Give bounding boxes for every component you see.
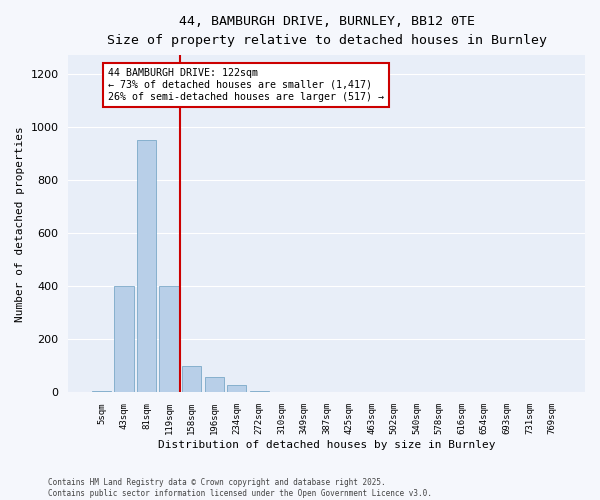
Bar: [160, 286, 179, 393]
Bar: [250, 391, 269, 392]
Bar: [227, 384, 246, 392]
Bar: [205, 376, 224, 392]
Bar: [182, 366, 201, 392]
Y-axis label: Number of detached properties: Number of detached properties: [15, 126, 25, 322]
Title: 44, BAMBURGH DRIVE, BURNLEY, BB12 0TE
Size of property relative to detached hous: 44, BAMBURGH DRIVE, BURNLEY, BB12 0TE Si…: [107, 15, 547, 47]
X-axis label: Distribution of detached houses by size in Burnley: Distribution of detached houses by size …: [158, 440, 496, 450]
Bar: [137, 140, 156, 392]
Bar: [92, 391, 111, 392]
Text: 44 BAMBURGH DRIVE: 122sqm
← 73% of detached houses are smaller (1,417)
26% of se: 44 BAMBURGH DRIVE: 122sqm ← 73% of detac…: [108, 68, 384, 102]
Bar: [115, 286, 134, 393]
Text: Contains HM Land Registry data © Crown copyright and database right 2025.
Contai: Contains HM Land Registry data © Crown c…: [48, 478, 432, 498]
